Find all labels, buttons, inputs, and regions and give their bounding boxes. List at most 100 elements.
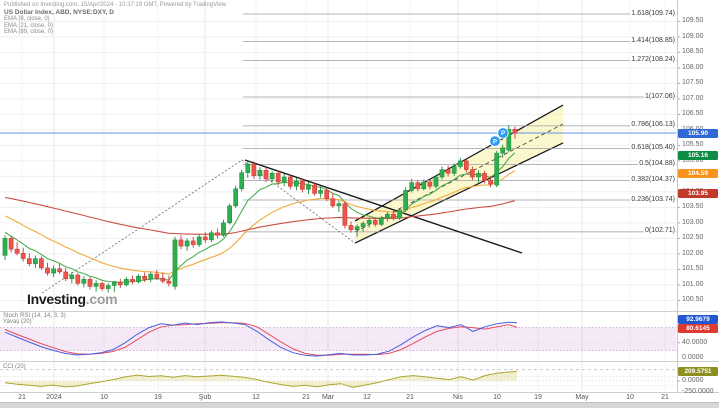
candle-body	[275, 173, 281, 183]
candle-body	[166, 280, 172, 284]
fib-level-label: 0.382(104.37)	[630, 175, 676, 183]
candle-body	[117, 282, 123, 286]
candle-body	[14, 248, 20, 254]
candle-body	[184, 240, 190, 247]
candle-body	[506, 129, 512, 151]
time-axis-label: 12	[363, 394, 371, 401]
candle-body	[136, 275, 141, 283]
cci-line	[4, 371, 518, 388]
candle-body	[354, 226, 360, 230]
candle-body	[330, 198, 336, 207]
candle-body	[69, 274, 75, 279]
candle-body	[391, 213, 396, 219]
time-axis-label: 21	[18, 394, 26, 401]
candle-body	[287, 176, 293, 187]
time-axis-label: 21	[406, 394, 414, 401]
stoch-tick-label: 40.0000	[682, 338, 708, 346]
stoch-d-badge: 80.6145	[678, 324, 718, 333]
candle-body	[324, 190, 330, 199]
candle-body	[342, 203, 348, 226]
price-tick-label: 107.50	[682, 79, 704, 87]
downtrend-line[interactable]	[244, 159, 523, 254]
price-tick-label: 102.50	[682, 234, 704, 242]
price-tick-label: 102.00	[682, 249, 704, 257]
candle-body	[87, 279, 93, 287]
price-tick-label: 103.50	[682, 203, 704, 211]
candle-body	[148, 273, 154, 280]
stoch-tick-label: 0.0000	[682, 354, 704, 361]
candle-body	[457, 160, 463, 167]
pin-label: P	[493, 139, 497, 145]
candle-body	[45, 267, 50, 274]
fib-level-label: 0.236(103.74)	[630, 195, 676, 203]
time-axis-label: 10	[100, 394, 108, 401]
candle-body	[312, 184, 317, 194]
price-tick-label: 109.50	[682, 17, 704, 25]
candle-body	[8, 238, 14, 250]
ema-89-line	[4, 196, 516, 235]
candle-body	[130, 279, 135, 283]
price-tick-label: 101.50	[682, 265, 704, 273]
price-tick-label: 101.00	[682, 280, 704, 288]
time-axis[interactable]	[0, 392, 719, 403]
price-tick-label: 103.00	[682, 218, 704, 226]
candle-body	[245, 163, 251, 173]
pin-label: P	[501, 131, 505, 137]
candle-body	[348, 225, 354, 230]
candle-body	[281, 176, 287, 183]
time-axis-label: 21	[302, 394, 310, 401]
candle-body	[124, 279, 129, 286]
price-alert-pin[interactable]	[497, 127, 509, 139]
candle-body	[415, 182, 421, 190]
candle-body	[494, 152, 500, 186]
candle-body	[202, 236, 208, 241]
time-axis-label: Nis	[452, 394, 464, 401]
candle-body	[63, 271, 69, 279]
time-axis-label: 19	[154, 394, 162, 401]
cci-tick-label: 0.0000	[682, 377, 704, 384]
candle-body	[403, 190, 408, 211]
candle-body	[500, 147, 506, 154]
time-axis-label: 12	[252, 394, 260, 401]
ema-legend-line: EMA (89, close, 0)	[4, 29, 54, 35]
zigzag-dotted-line[interactable]	[41, 159, 356, 294]
ema-8-badge: 105.16	[678, 151, 718, 161]
ema-legend-line: EMA (8, close, 0)	[4, 16, 50, 22]
candle-body	[2, 238, 8, 256]
stoch-band	[0, 327, 677, 351]
candle-body	[172, 239, 178, 287]
candle-body	[33, 258, 38, 265]
candle-body	[433, 176, 439, 187]
candle-body	[463, 160, 469, 170]
last-price-badge: 105.90	[678, 128, 718, 138]
candle-body	[215, 232, 220, 236]
bottom-bar	[0, 402, 719, 408]
time-axis-label: 2024	[46, 394, 62, 401]
channel-lower-line[interactable]	[354, 142, 564, 244]
ema-21-badge: 104.59	[678, 169, 718, 179]
price-alert-pin[interactable]	[489, 135, 501, 147]
cci-fill	[5, 371, 517, 388]
fib-level-label: 0.618(105.40)	[630, 144, 676, 151]
candle-body	[366, 220, 372, 224]
candle-body	[409, 182, 415, 191]
candle-body	[178, 239, 184, 247]
candle-body	[300, 180, 305, 190]
fib-level-label: 1.272(108.24)	[630, 56, 676, 63]
candle-body	[421, 181, 427, 190]
price-tick-label: 108.00	[682, 63, 704, 71]
fib-level-label: 1.414(108.85)	[630, 37, 676, 45]
candle-body	[318, 190, 323, 194]
candle-body	[397, 209, 402, 219]
candle-body	[482, 173, 487, 181]
fib-level-label: 1(107.06)	[644, 92, 676, 100]
price-axis[interactable]	[677, 0, 719, 402]
price-tick-label: 107.00	[682, 94, 704, 102]
ema-89-badge: 103.95	[678, 188, 718, 198]
candle-body	[439, 169, 445, 178]
candle-body	[385, 213, 390, 219]
fib-level-label: 1.618(109.74)	[630, 9, 676, 17]
logo-main: Investing	[27, 291, 86, 307]
